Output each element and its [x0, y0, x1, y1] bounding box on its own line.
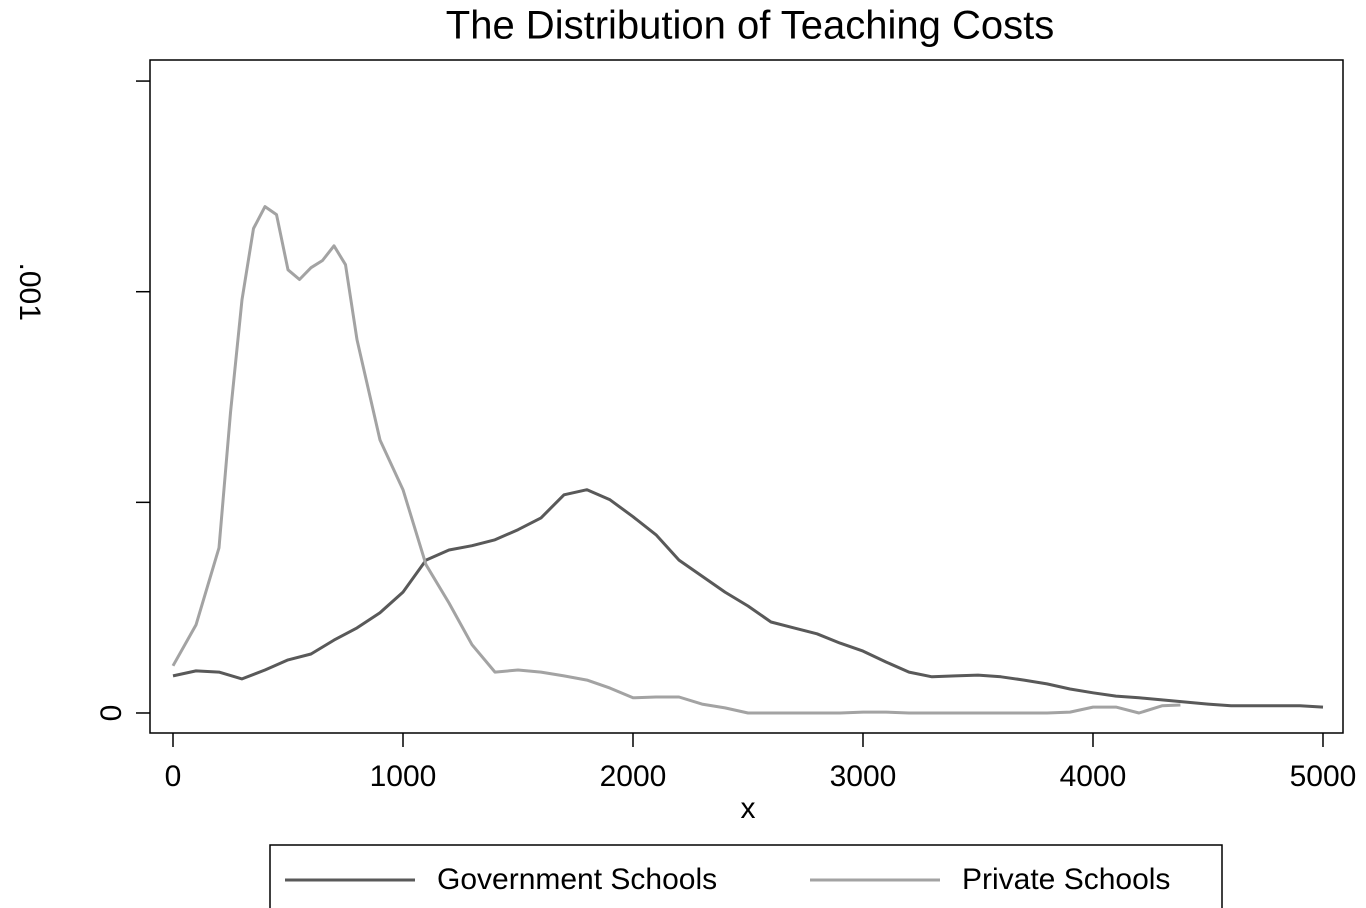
plot-frame [149, 59, 1344, 734]
x-tick-label: 5000 [1290, 760, 1357, 793]
legend-label: Government Schools [437, 863, 717, 896]
series-line [172, 488, 1324, 709]
x-tick-label: 3000 [830, 760, 897, 793]
x-tick-label: 1000 [370, 760, 437, 793]
legend-box [269, 844, 1223, 908]
series-line [171, 205, 1181, 715]
y-tick-label: 0 [95, 705, 128, 722]
y-tick-label: .001 [13, 263, 46, 321]
legend-label: Private Schools [962, 863, 1170, 896]
x-tick-label: 0 [165, 760, 182, 793]
chart-title: The Distribution of Teaching Costs [446, 4, 1054, 48]
x-tick-label: 2000 [600, 760, 667, 793]
x-tick-label: 4000 [1060, 760, 1127, 793]
x-axis-title: x [741, 792, 756, 825]
